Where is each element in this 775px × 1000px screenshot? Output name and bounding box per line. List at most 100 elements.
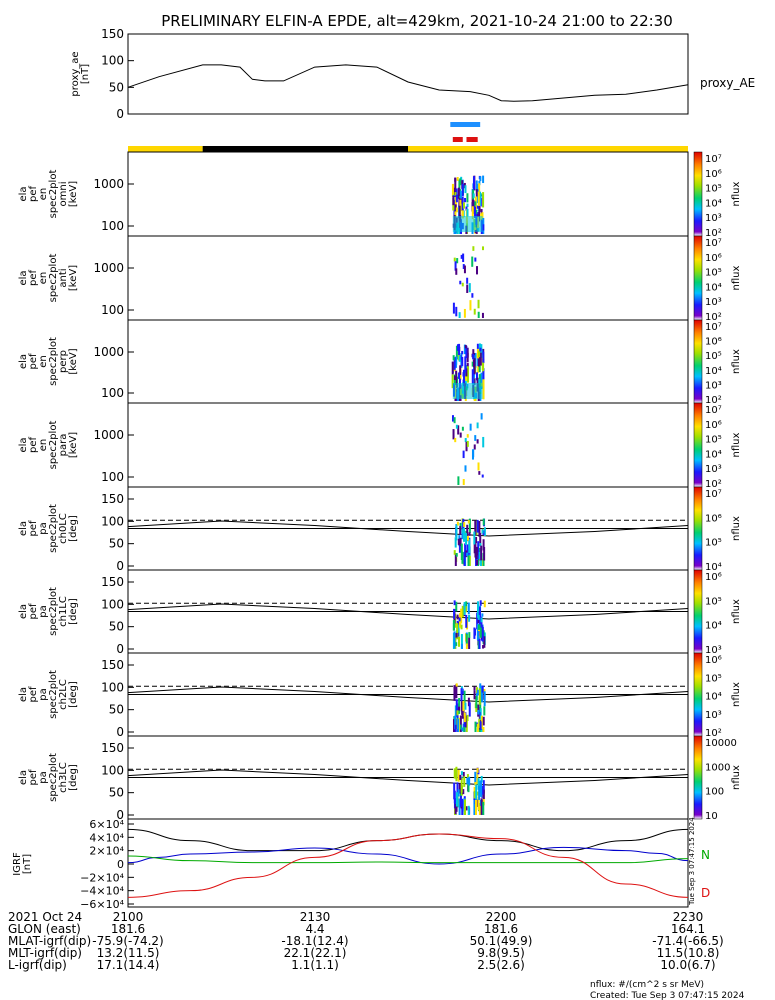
- spectrogram-perp-frame: [127, 319, 689, 404]
- spectrogram-perp-pixel: [464, 344, 467, 349]
- pitch-ch2LC-pixel: [455, 699, 458, 716]
- spectrogram-omni-ylabel-line: spec2plot: [48, 170, 59, 219]
- spectrogram-perp-pixel: [482, 383, 485, 400]
- spectrogram-omni-pixel: [457, 187, 460, 197]
- spectrogram-omni-pixel: [476, 205, 479, 209]
- spectrogram-omni-pixel: [456, 177, 459, 181]
- pitch-ch0LC-ylabel: ela pef pa spec2plot ch0LC [deg]: [18, 504, 79, 553]
- spectrogram-perp-colorbar-label: nflux: [731, 349, 742, 374]
- pitch-ch3LC-pixel: [459, 774, 462, 780]
- spectrogram-perp-colorbar-tick: 10⁵: [705, 351, 722, 362]
- pitch-ch0LC-pixel: [454, 553, 457, 566]
- pitch-ch2LC-pixel: [455, 683, 458, 687]
- pitch-ch2LC-pixel: [452, 719, 455, 725]
- pitch-ch0LC-pixel: [475, 536, 478, 544]
- pitch-ch3LC-pixel: [476, 768, 479, 773]
- spectrogram-omni-pixel: [455, 207, 458, 213]
- pitch-ch2LC-pixel: [465, 716, 468, 732]
- pitch-ch2LC-pixel: [481, 685, 484, 693]
- pitch-ch0LC-colorbar-tick: 10⁵: [705, 538, 722, 549]
- pitch-ch0LC-pixel: [464, 543, 467, 555]
- pitch-ch3LC-ylabel: ela pef pa spec2plot ch3LC [deg]: [18, 753, 79, 802]
- pitch-ch2LC-pixel: [475, 696, 478, 709]
- pitch-ch2LC-colorbar-tick: 10⁵: [705, 673, 722, 684]
- spectrogram-para-ylabel: ela pef en spec2plot para [keV]: [18, 421, 79, 470]
- spectrogram-omni-colorbar-tick: 10⁷: [705, 154, 722, 165]
- pitch-ch1LC-ylabel: ela pef pa spec2plot ch1LC [deg]: [18, 587, 79, 636]
- spectrogram-para-pixel: [481, 474, 484, 478]
- pitch-ch3LC-ylabel-line: [deg]: [68, 764, 79, 791]
- pitch-ch1LC-colorbar: [693, 569, 703, 654]
- spectrogram-perp-pixel: [453, 375, 456, 380]
- pitch-ch2LC-pixel: [467, 697, 470, 707]
- spectrogram-anti-pixel: [455, 268, 458, 275]
- spectrogram-perp-pixel: [463, 369, 466, 387]
- footer-cell: GLON (east): [8, 922, 81, 936]
- pitch-ch0LC-ylabel-line: spec2plot: [48, 504, 59, 553]
- spectrogram-para-pixel: [457, 425, 460, 435]
- pitch-ch2LC-colorbar-label: nflux: [731, 682, 742, 707]
- pitch-ch0LC-pixel: [481, 529, 484, 534]
- spectrogram-para-pixel: [469, 423, 472, 431]
- spectrogram-omni-pixel: [466, 193, 469, 203]
- pitch-ch2LC-pixel: [455, 683, 458, 699]
- spectrogram-perp-pixel: [473, 378, 476, 385]
- pitch-ch2LC-pixel: [482, 716, 485, 726]
- pitch-ch1LC-pixel: [476, 623, 479, 641]
- spectrogram-anti-frame: [127, 235, 689, 321]
- pitch-ch2LC-tick-label: 0: [116, 725, 124, 739]
- spectrogram-omni-pixel: [454, 177, 457, 182]
- pitch-ch1LC-pixel: [480, 617, 483, 623]
- proxy-ae-panel-tick-label: 100: [101, 54, 124, 68]
- pitch-ch0LC-pixel: [461, 551, 464, 564]
- pitch-ch1LC-pixel: [478, 611, 481, 615]
- pitch-ch2LC-pixel: [473, 686, 476, 691]
- pitch-ch0LC-ylabel-line: ch0LC: [58, 513, 69, 544]
- proxy-ae-line: [127, 64, 689, 102]
- pitch-ch1LC-pixel: [463, 601, 466, 616]
- spectrogram-perp-ylabel-line: [keV]: [68, 348, 79, 374]
- spectrogram-omni-ylabel-line: pef: [28, 186, 39, 203]
- pitch-ch0LC-pixel: [478, 521, 481, 537]
- pitch-ch1LC-pixel: [457, 623, 460, 637]
- pitch-ch1LC-pixel: [477, 601, 480, 618]
- pitch-ch3LC-pixel: [453, 790, 456, 804]
- pitch-ch3LC-pixel: [474, 799, 477, 815]
- spectrogram-anti-pixel: [453, 257, 456, 262]
- spectrogram-omni-pixel: [457, 194, 460, 199]
- pitch-ch1LC-colorbar-tick: 10⁵: [705, 596, 722, 607]
- pitch-ch3LC-pixel: [463, 799, 466, 815]
- spectrogram-omni-pixel: [472, 193, 475, 198]
- pitch-ch0LC-pixel: [453, 550, 456, 555]
- pitch-ch2LC-pixel: [459, 724, 462, 730]
- pitch-ch1LC-pixel: [483, 636, 486, 648]
- pitch-ch0LC-pixel: [468, 539, 471, 554]
- spectrogram-perp-pixel: [473, 358, 476, 375]
- spectrogram-anti-pixel: [477, 311, 480, 318]
- pitch-ch2LC-tick-label: 100: [101, 680, 124, 694]
- spectrogram-para-pixel: [476, 422, 479, 429]
- spectrogram-anti-pixel: [466, 284, 469, 293]
- pitch-ch0LC-pixel: [482, 518, 485, 526]
- pitch-ch0LC-pixel: [461, 529, 464, 540]
- pitch-ch0LC-tick-label: 100: [101, 514, 124, 528]
- footer-cell: -18.1(12.4): [281, 934, 348, 948]
- pitch-ch0LC-pixel: [466, 544, 469, 555]
- igrf-series-line: [127, 833, 689, 898]
- footer-cell: 11.5(10.8): [657, 946, 720, 960]
- spectrogram-anti-ylabel-line: pef: [28, 270, 39, 287]
- spectrogram-omni-frame: [127, 151, 689, 237]
- spectrogram-para-colorbar: [693, 402, 703, 488]
- spectrogram-perp-tick-label: 100: [101, 386, 124, 400]
- pitch-ch2LC-pixel: [460, 688, 463, 702]
- spectrogram-perp-pixel: [465, 368, 468, 377]
- spectrogram-perp-pixel: [479, 352, 482, 366]
- spectrogram-para-pixel: [453, 417, 456, 424]
- spectrogram-anti-pixel: [456, 258, 459, 264]
- spectrogram-anti-pixel: [466, 277, 469, 284]
- pitch-ch2LC-pixel: [480, 685, 483, 703]
- spectrogram-anti-tick-label: 1000: [93, 261, 124, 275]
- proxy-ae-panel-ylabel-line: proxy_ae: [70, 51, 81, 96]
- pitch-ch3LC-pixel: [455, 766, 458, 782]
